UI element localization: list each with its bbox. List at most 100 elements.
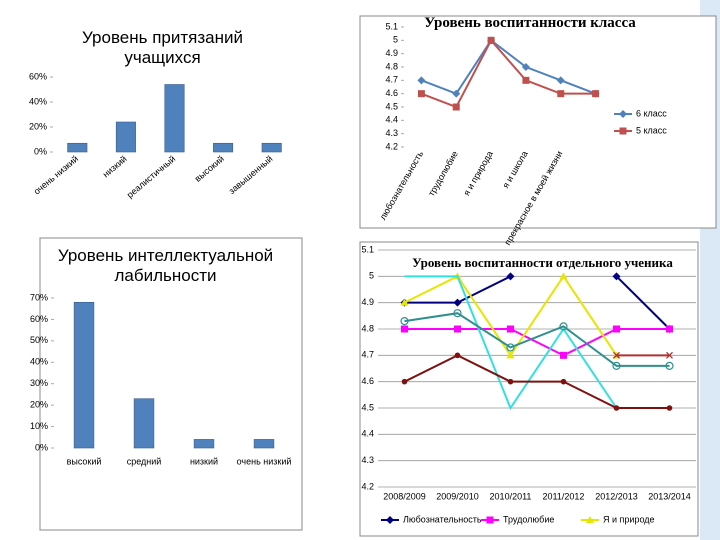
point: [452, 89, 461, 98]
y-tick-label: 4.6: [385, 88, 398, 98]
x-tick-label: 2008/2009: [383, 491, 426, 501]
point: [506, 272, 515, 281]
y-tick-label: 30%: [30, 378, 48, 388]
y-tick-label: 4.5: [385, 101, 398, 111]
point: [454, 352, 461, 359]
point: [613, 325, 620, 333]
series-line: [404, 312, 670, 367]
y-tick-label: 5.1: [361, 244, 374, 254]
x-tick-label: высокий: [193, 154, 226, 184]
point: [613, 405, 620, 411]
bar: [193, 439, 215, 449]
x-tick-label: завышенный: [227, 154, 275, 196]
x-tick-label: 2009/2010: [436, 491, 479, 501]
point: [401, 325, 408, 333]
y-tick-label: 4.8: [361, 323, 374, 333]
y-tick-label: 4.4: [385, 115, 398, 125]
point: [612, 272, 621, 281]
point: [559, 272, 568, 280]
x-tick-label: низкий: [101, 154, 129, 180]
y-tick-label: 5.1: [385, 21, 398, 31]
legend-label: 5 класс: [636, 125, 667, 135]
x-tick-label: 2012/2013: [595, 491, 638, 501]
bar: [213, 142, 234, 153]
point: [559, 322, 568, 331]
point: [506, 343, 515, 352]
y-tick-label: 10%: [30, 421, 48, 431]
legend-label: Я и природе: [603, 514, 655, 524]
y-tick-label: 0%: [34, 146, 47, 156]
x-tick-label: 2010/2011: [490, 491, 532, 501]
series-line: [404, 354, 670, 409]
point: [453, 298, 462, 307]
point: [613, 351, 620, 359]
legend-label: 6 класс: [636, 108, 667, 118]
point: [557, 90, 565, 98]
point: [400, 317, 409, 326]
point: [560, 351, 567, 359]
y-tick-label: 40%: [29, 96, 47, 106]
point: [665, 361, 674, 370]
bar: [67, 142, 88, 153]
x-tick-label: очень низкий: [237, 456, 292, 466]
chart-title: Уровень воспитанности отдельного ученика: [412, 255, 673, 270]
point: [452, 103, 460, 111]
x-tick-label: очень низкий: [32, 154, 80, 197]
point: [612, 361, 621, 370]
y-tick-label: 4.2: [385, 141, 398, 151]
y-tick-label: 4.3: [361, 455, 374, 465]
point: [556, 76, 565, 85]
legend-marker: [486, 516, 494, 524]
point: [560, 378, 567, 385]
bar: [133, 398, 155, 449]
y-tick-label: 4.7: [385, 75, 398, 85]
bar: [261, 142, 282, 153]
point: [487, 36, 495, 44]
x-tick-label: низкий: [190, 456, 218, 466]
point: [521, 63, 530, 71]
point: [666, 351, 673, 359]
y-tick-label: 4.8: [385, 61, 398, 71]
y-tick-label: 60%: [30, 314, 48, 324]
bar: [253, 439, 275, 449]
y-tick-label: 20%: [30, 400, 48, 410]
point: [507, 325, 514, 333]
legend-marker: [386, 516, 394, 524]
x-tick-label: средний: [127, 456, 162, 466]
chart-title: Уровень интеллектуальной лабильности: [57, 246, 274, 285]
point: [401, 378, 408, 385]
y-tick-label: 40%: [30, 357, 48, 367]
y-tick-label: 4.4: [361, 429, 374, 439]
y-tick-label: 60%: [29, 71, 47, 81]
y-tick-label: 4.3: [385, 128, 398, 138]
y-tick-label: 0%: [35, 442, 48, 452]
y-tick-label: 70%: [30, 292, 48, 302]
point: [666, 405, 673, 411]
point: [507, 378, 514, 385]
point: [417, 76, 426, 85]
series-line: [421, 38, 596, 109]
point: [522, 76, 530, 84]
y-tick-label: 5: [369, 271, 374, 281]
point: [666, 325, 673, 333]
y-tick-label: 5: [393, 35, 398, 45]
legend-marker: [619, 127, 627, 135]
bar: [115, 121, 136, 153]
x-tick-label: реалистичный: [125, 154, 177, 200]
y-tick-label: 20%: [29, 121, 47, 131]
chart-frame: [359, 15, 717, 229]
legend-label: Любознательность: [403, 514, 482, 524]
y-tick-label: 4.9: [385, 48, 398, 58]
y-tick-label: 4.5: [361, 402, 374, 412]
point: [592, 90, 600, 98]
y-tick-label: 4.2: [361, 481, 374, 491]
y-tick-label: 4.6: [361, 376, 374, 386]
point: [453, 309, 462, 318]
y-tick-label: 4.9: [361, 297, 374, 307]
x-tick-label: 2013/2014: [648, 491, 691, 501]
chart-title: Уровень притязаний учащихся: [82, 28, 243, 67]
legend-label: Трудолюбие: [503, 514, 554, 524]
y-tick-label: 4.7: [361, 350, 374, 360]
